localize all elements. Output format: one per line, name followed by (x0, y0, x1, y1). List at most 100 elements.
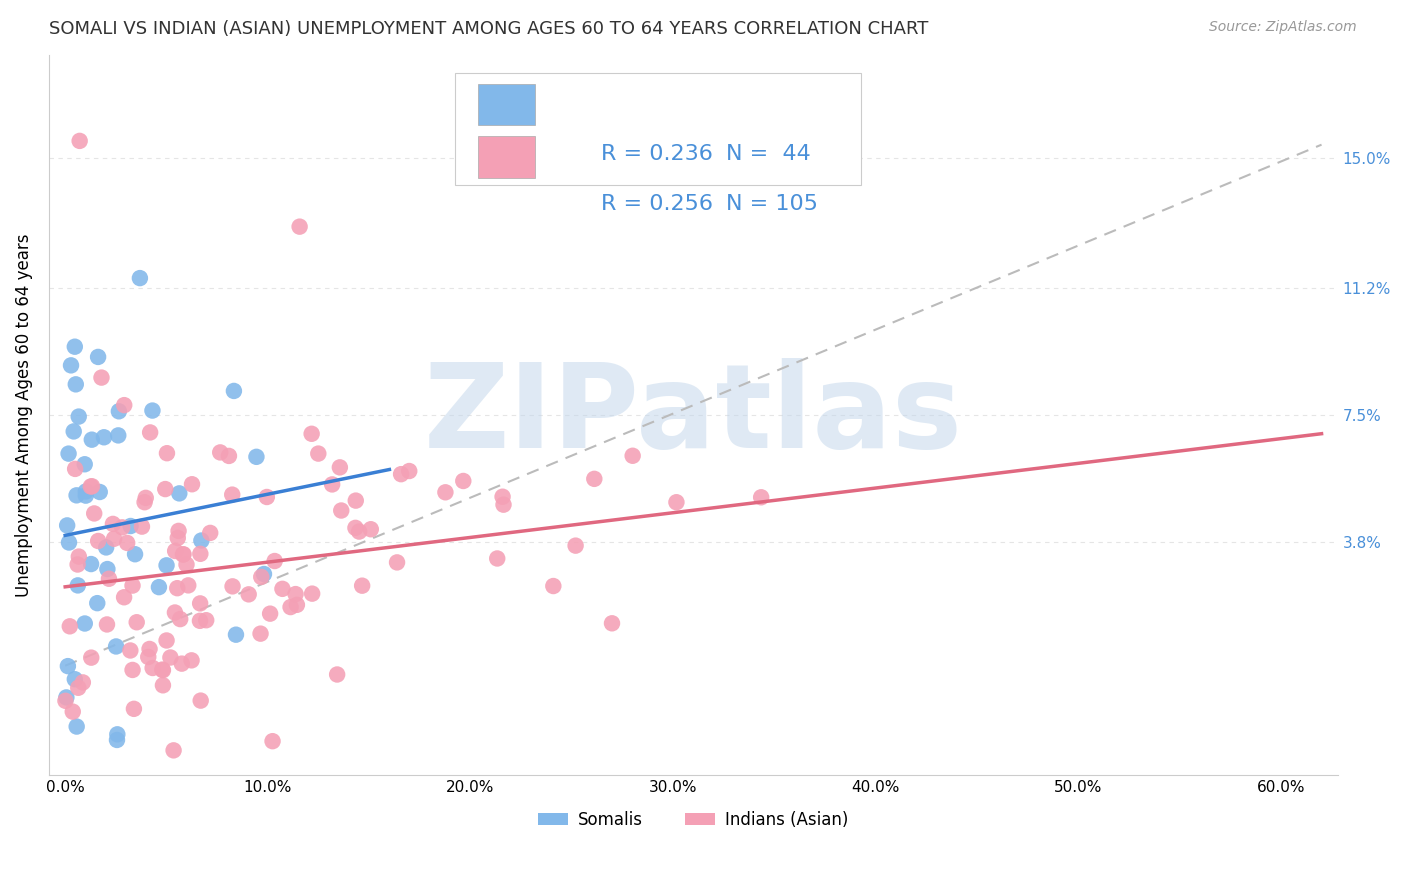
Point (105, 733, 128, 747)
Point (280, 600, 302, 615)
Point (103, 532, 125, 546)
Point (73, 457, 96, 471)
Text: R = 0.256: R = 0.256 (600, 194, 713, 214)
Point (188, 547, 211, 561)
Point (150, 663, 173, 677)
Text: N = 105: N = 105 (725, 194, 818, 214)
Point (94, 541, 117, 555)
Point (543, 579, 565, 593)
Point (134, 495, 156, 509)
Point (75, 489, 97, 503)
Point (352, 579, 374, 593)
Point (156, 446, 179, 460)
Point (66, 720, 89, 734)
Point (221, 579, 243, 593)
Point (58, 447, 80, 461)
Point (259, 607, 281, 621)
Point (59, 619, 82, 633)
Point (165, 544, 187, 558)
Point (97, 572, 120, 586)
Text: N =  44: N = 44 (725, 144, 811, 164)
Point (163, 606, 186, 620)
Point (66, 578, 89, 592)
Point (69, 134, 91, 148)
Point (58, 535, 80, 549)
Point (492, 498, 515, 512)
Point (108, 404, 131, 418)
Point (180, 653, 202, 667)
Point (326, 667, 349, 681)
Point (170, 657, 193, 671)
Point (136, 649, 159, 664)
Point (162, 743, 184, 757)
Text: ZIPatlas: ZIPatlas (423, 358, 963, 473)
Point (63, 672, 86, 686)
Point (63, 462, 86, 476)
Point (155, 633, 177, 648)
Point (62, 705, 84, 719)
Point (105, 640, 128, 654)
Point (90, 370, 112, 384)
Point (60, 359, 83, 373)
Point (222, 384, 245, 398)
Point (80, 650, 103, 665)
Point (121, 578, 143, 592)
Point (128, 271, 150, 285)
Point (434, 485, 457, 500)
Point (200, 525, 222, 540)
Point (347, 524, 370, 539)
Point (398, 464, 420, 478)
Point (80, 479, 103, 493)
Point (389, 467, 412, 482)
Point (167, 524, 190, 538)
Point (301, 426, 323, 441)
Point (172, 548, 194, 562)
Point (138, 642, 160, 657)
Point (152, 663, 174, 677)
Point (159, 650, 181, 665)
Point (188, 614, 211, 628)
Point (321, 477, 343, 491)
Point (122, 702, 145, 716)
Point (96, 562, 118, 576)
Point (385, 555, 408, 569)
Point (173, 547, 195, 561)
Point (307, 447, 329, 461)
Point (225, 628, 247, 642)
Point (56, 659, 79, 673)
Point (80, 433, 103, 447)
Point (285, 598, 308, 612)
Point (155, 482, 177, 496)
Point (190, 693, 212, 707)
Point (169, 612, 191, 626)
Point (67, 681, 90, 695)
Point (120, 519, 142, 533)
Point (249, 626, 271, 640)
Point (112, 398, 135, 412)
Text: SOMALI VS INDIAN (ASIAN) UNEMPLOYMENT AMONG AGES 60 TO 64 YEARS CORRELATION CHAR: SOMALI VS INDIAN (ASIAN) UNEMPLOYMENT AM… (49, 20, 928, 37)
Point (453, 474, 475, 488)
Point (135, 491, 157, 505)
Point (491, 490, 513, 504)
Point (112, 591, 135, 605)
Point (209, 445, 232, 459)
Point (66, 558, 89, 572)
Point (96, 617, 118, 632)
Point (583, 472, 606, 486)
Point (65, 488, 87, 502)
Point (166, 531, 188, 545)
Point (344, 521, 367, 535)
Point (62, 814, 84, 829)
Point (253, 567, 276, 582)
Point (344, 493, 367, 508)
Point (73, 616, 96, 631)
Point (131, 519, 153, 533)
Legend: Somalis, Indians (Asian): Somalis, Indians (Asian) (531, 805, 855, 836)
Point (125, 615, 148, 630)
Point (288, 219, 311, 234)
Point (238, 587, 260, 601)
Point (121, 663, 143, 677)
Point (218, 449, 240, 463)
Point (166, 581, 188, 595)
Point (139, 425, 162, 440)
